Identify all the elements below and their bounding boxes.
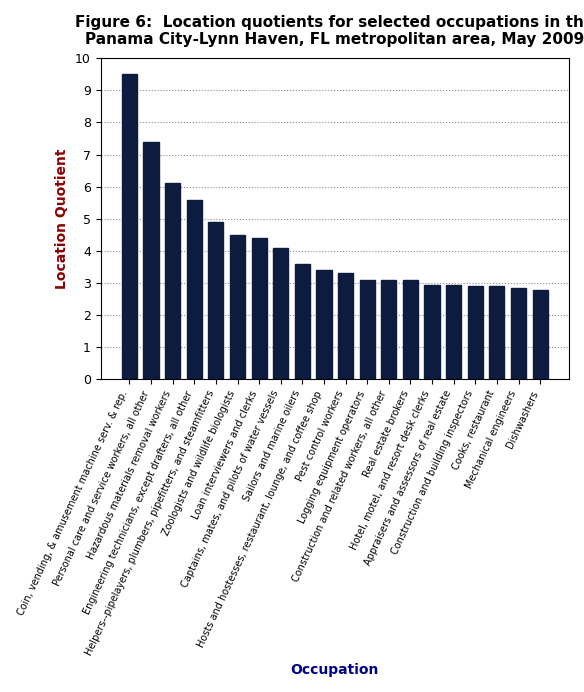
Bar xyxy=(144,142,159,379)
Title: Figure 6:  Location quotients for selected occupations in the
Panama City-Lynn H: Figure 6: Location quotients for selecte… xyxy=(75,15,584,47)
Bar xyxy=(252,238,267,379)
Bar xyxy=(230,235,245,379)
Bar xyxy=(122,74,137,379)
Bar xyxy=(165,183,180,379)
X-axis label: Occupation: Occupation xyxy=(291,663,379,677)
Bar xyxy=(425,284,440,379)
Bar xyxy=(489,286,505,379)
Bar xyxy=(533,291,548,379)
Bar xyxy=(208,222,224,379)
Bar xyxy=(187,199,202,379)
Bar xyxy=(381,280,397,379)
Bar xyxy=(511,289,526,379)
Bar xyxy=(360,280,375,379)
Bar xyxy=(317,270,332,379)
Bar xyxy=(446,284,461,379)
Bar xyxy=(403,280,418,379)
Bar xyxy=(468,286,483,379)
Y-axis label: Location Quotient: Location Quotient xyxy=(55,149,69,289)
Bar xyxy=(338,273,353,379)
Bar xyxy=(273,248,288,379)
Bar xyxy=(295,264,310,379)
